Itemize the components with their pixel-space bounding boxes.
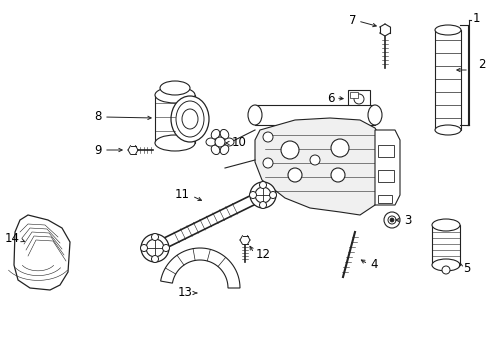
Bar <box>378 145 394 157</box>
Circle shape <box>151 256 158 262</box>
Ellipse shape <box>160 81 190 95</box>
Text: 13: 13 <box>178 287 193 300</box>
Ellipse shape <box>211 145 220 154</box>
Text: 10: 10 <box>232 136 247 149</box>
Text: 1: 1 <box>473 12 481 24</box>
Circle shape <box>163 244 170 252</box>
Text: 2: 2 <box>478 58 486 72</box>
Bar <box>255 105 375 125</box>
Circle shape <box>215 137 225 147</box>
Circle shape <box>388 216 396 224</box>
Text: 4: 4 <box>370 258 377 271</box>
Ellipse shape <box>211 130 220 139</box>
Circle shape <box>390 218 394 222</box>
Ellipse shape <box>176 101 204 137</box>
Bar <box>432 225 460 265</box>
Bar <box>435 30 461 130</box>
Bar <box>348 90 370 108</box>
Ellipse shape <box>435 25 461 35</box>
Text: 7: 7 <box>348 13 356 27</box>
Ellipse shape <box>248 105 262 125</box>
Ellipse shape <box>368 105 382 125</box>
Circle shape <box>288 168 302 182</box>
Circle shape <box>146 239 164 257</box>
Circle shape <box>254 189 266 201</box>
Circle shape <box>141 244 147 252</box>
Polygon shape <box>161 248 240 288</box>
Ellipse shape <box>182 109 198 129</box>
Text: 11: 11 <box>175 188 190 201</box>
Circle shape <box>263 132 273 142</box>
Circle shape <box>260 202 267 208</box>
Circle shape <box>310 155 320 165</box>
Text: 14: 14 <box>5 231 20 244</box>
Circle shape <box>281 141 299 159</box>
Ellipse shape <box>171 96 209 142</box>
Circle shape <box>249 192 256 198</box>
Bar <box>378 195 392 203</box>
Circle shape <box>250 182 276 208</box>
Circle shape <box>354 94 364 104</box>
Circle shape <box>151 234 158 240</box>
Circle shape <box>331 139 349 157</box>
Ellipse shape <box>220 130 229 139</box>
Ellipse shape <box>224 138 234 146</box>
Circle shape <box>331 168 345 182</box>
Ellipse shape <box>432 259 460 271</box>
Text: 9: 9 <box>95 144 102 157</box>
Polygon shape <box>255 118 388 215</box>
Circle shape <box>384 212 400 228</box>
Ellipse shape <box>432 219 460 231</box>
Text: 3: 3 <box>404 213 412 226</box>
Bar <box>155 95 195 143</box>
Text: 5: 5 <box>463 261 470 274</box>
Text: 6: 6 <box>327 91 335 104</box>
Ellipse shape <box>155 87 195 103</box>
Circle shape <box>442 266 450 274</box>
Ellipse shape <box>206 138 216 146</box>
Polygon shape <box>375 130 400 205</box>
Text: 8: 8 <box>95 111 102 123</box>
Circle shape <box>270 192 276 198</box>
Circle shape <box>255 187 271 203</box>
Bar <box>350 92 358 98</box>
Polygon shape <box>14 215 70 290</box>
Bar <box>378 170 394 182</box>
Ellipse shape <box>220 145 229 154</box>
Circle shape <box>260 181 267 189</box>
Circle shape <box>263 158 273 168</box>
Ellipse shape <box>435 125 461 135</box>
Circle shape <box>141 234 169 262</box>
Text: 12: 12 <box>256 248 271 261</box>
Ellipse shape <box>155 135 195 151</box>
